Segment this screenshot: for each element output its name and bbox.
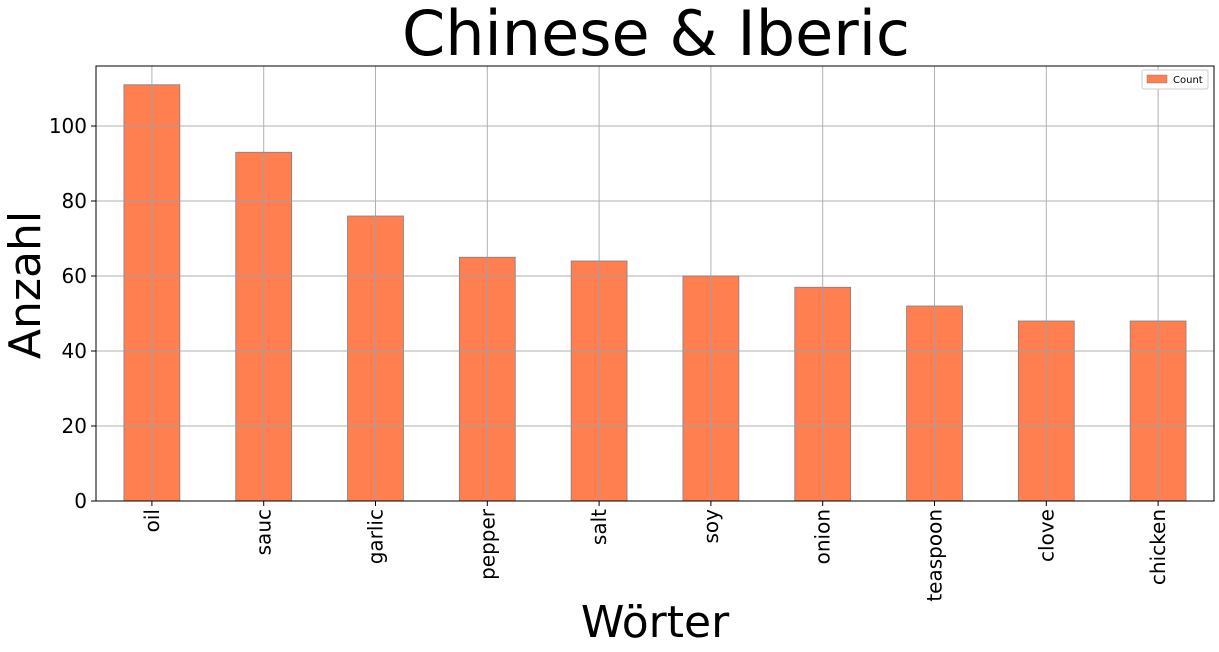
y-tick-label: 60 — [62, 264, 87, 288]
x-axis-label: Wörter — [581, 597, 730, 648]
legend: Count — [1141, 69, 1209, 90]
x-tick-label: chicken — [1146, 509, 1170, 585]
x-tick-label: onion — [811, 509, 835, 564]
chart-title: Chinese & Iberic — [402, 0, 910, 70]
x-tick-label: soy — [699, 509, 723, 544]
x-tick-label: garlic — [364, 509, 388, 564]
legend-swatch — [1146, 74, 1168, 84]
x-tick-label: salt — [587, 509, 611, 545]
plot-frame — [95, 65, 1215, 502]
y-axis-ticks: 0 20 40 60 80 100 — [49, 114, 96, 513]
legend-label: Count — [1173, 75, 1203, 86]
y-tick-label: 0 — [74, 489, 87, 513]
x-tick-label: sauc — [252, 509, 276, 555]
y-tick-label: 40 — [62, 339, 87, 363]
y-tick-label: 80 — [62, 189, 87, 213]
x-axis-ticks: oil sauc garlic pepper salt soy onion teaspoon c… — [140, 501, 1170, 602]
x-tick-label: oil — [140, 509, 164, 532]
y-tick-label: 20 — [62, 414, 87, 438]
x-tick-label: teaspoon — [923, 509, 947, 602]
x-tick-label: clove — [1034, 509, 1058, 562]
y-tick-label: 100 — [49, 114, 87, 138]
bars — [123, 84, 1187, 502]
y-axis-label: Anzahl — [0, 211, 51, 359]
x-tick-label: pepper — [475, 508, 499, 580]
